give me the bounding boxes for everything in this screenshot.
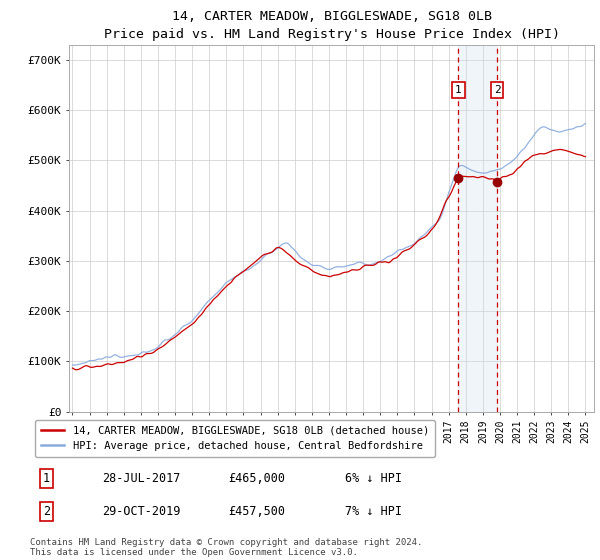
Title: 14, CARTER MEADOW, BIGGLESWADE, SG18 0LB
Price paid vs. HM Land Registry's House: 14, CARTER MEADOW, BIGGLESWADE, SG18 0LB… <box>104 10 560 41</box>
Text: 6% ↓ HPI: 6% ↓ HPI <box>344 472 401 485</box>
Text: £465,000: £465,000 <box>229 472 286 485</box>
Text: 7% ↓ HPI: 7% ↓ HPI <box>344 505 401 517</box>
Text: 28-JUL-2017: 28-JUL-2017 <box>102 472 180 485</box>
Text: £457,500: £457,500 <box>229 505 286 517</box>
Text: 1: 1 <box>43 472 50 485</box>
Text: 2: 2 <box>43 505 50 517</box>
Text: 29-OCT-2019: 29-OCT-2019 <box>102 505 180 517</box>
Text: Contains HM Land Registry data © Crown copyright and database right 2024.
This d: Contains HM Land Registry data © Crown c… <box>30 538 422 557</box>
Bar <box>458 45 497 412</box>
Text: 1: 1 <box>455 85 462 95</box>
Text: 2: 2 <box>494 85 500 95</box>
Legend: 14, CARTER MEADOW, BIGGLESWADE, SG18 0LB (detached house), HPI: Average price, d: 14, CARTER MEADOW, BIGGLESWADE, SG18 0LB… <box>35 419 435 458</box>
